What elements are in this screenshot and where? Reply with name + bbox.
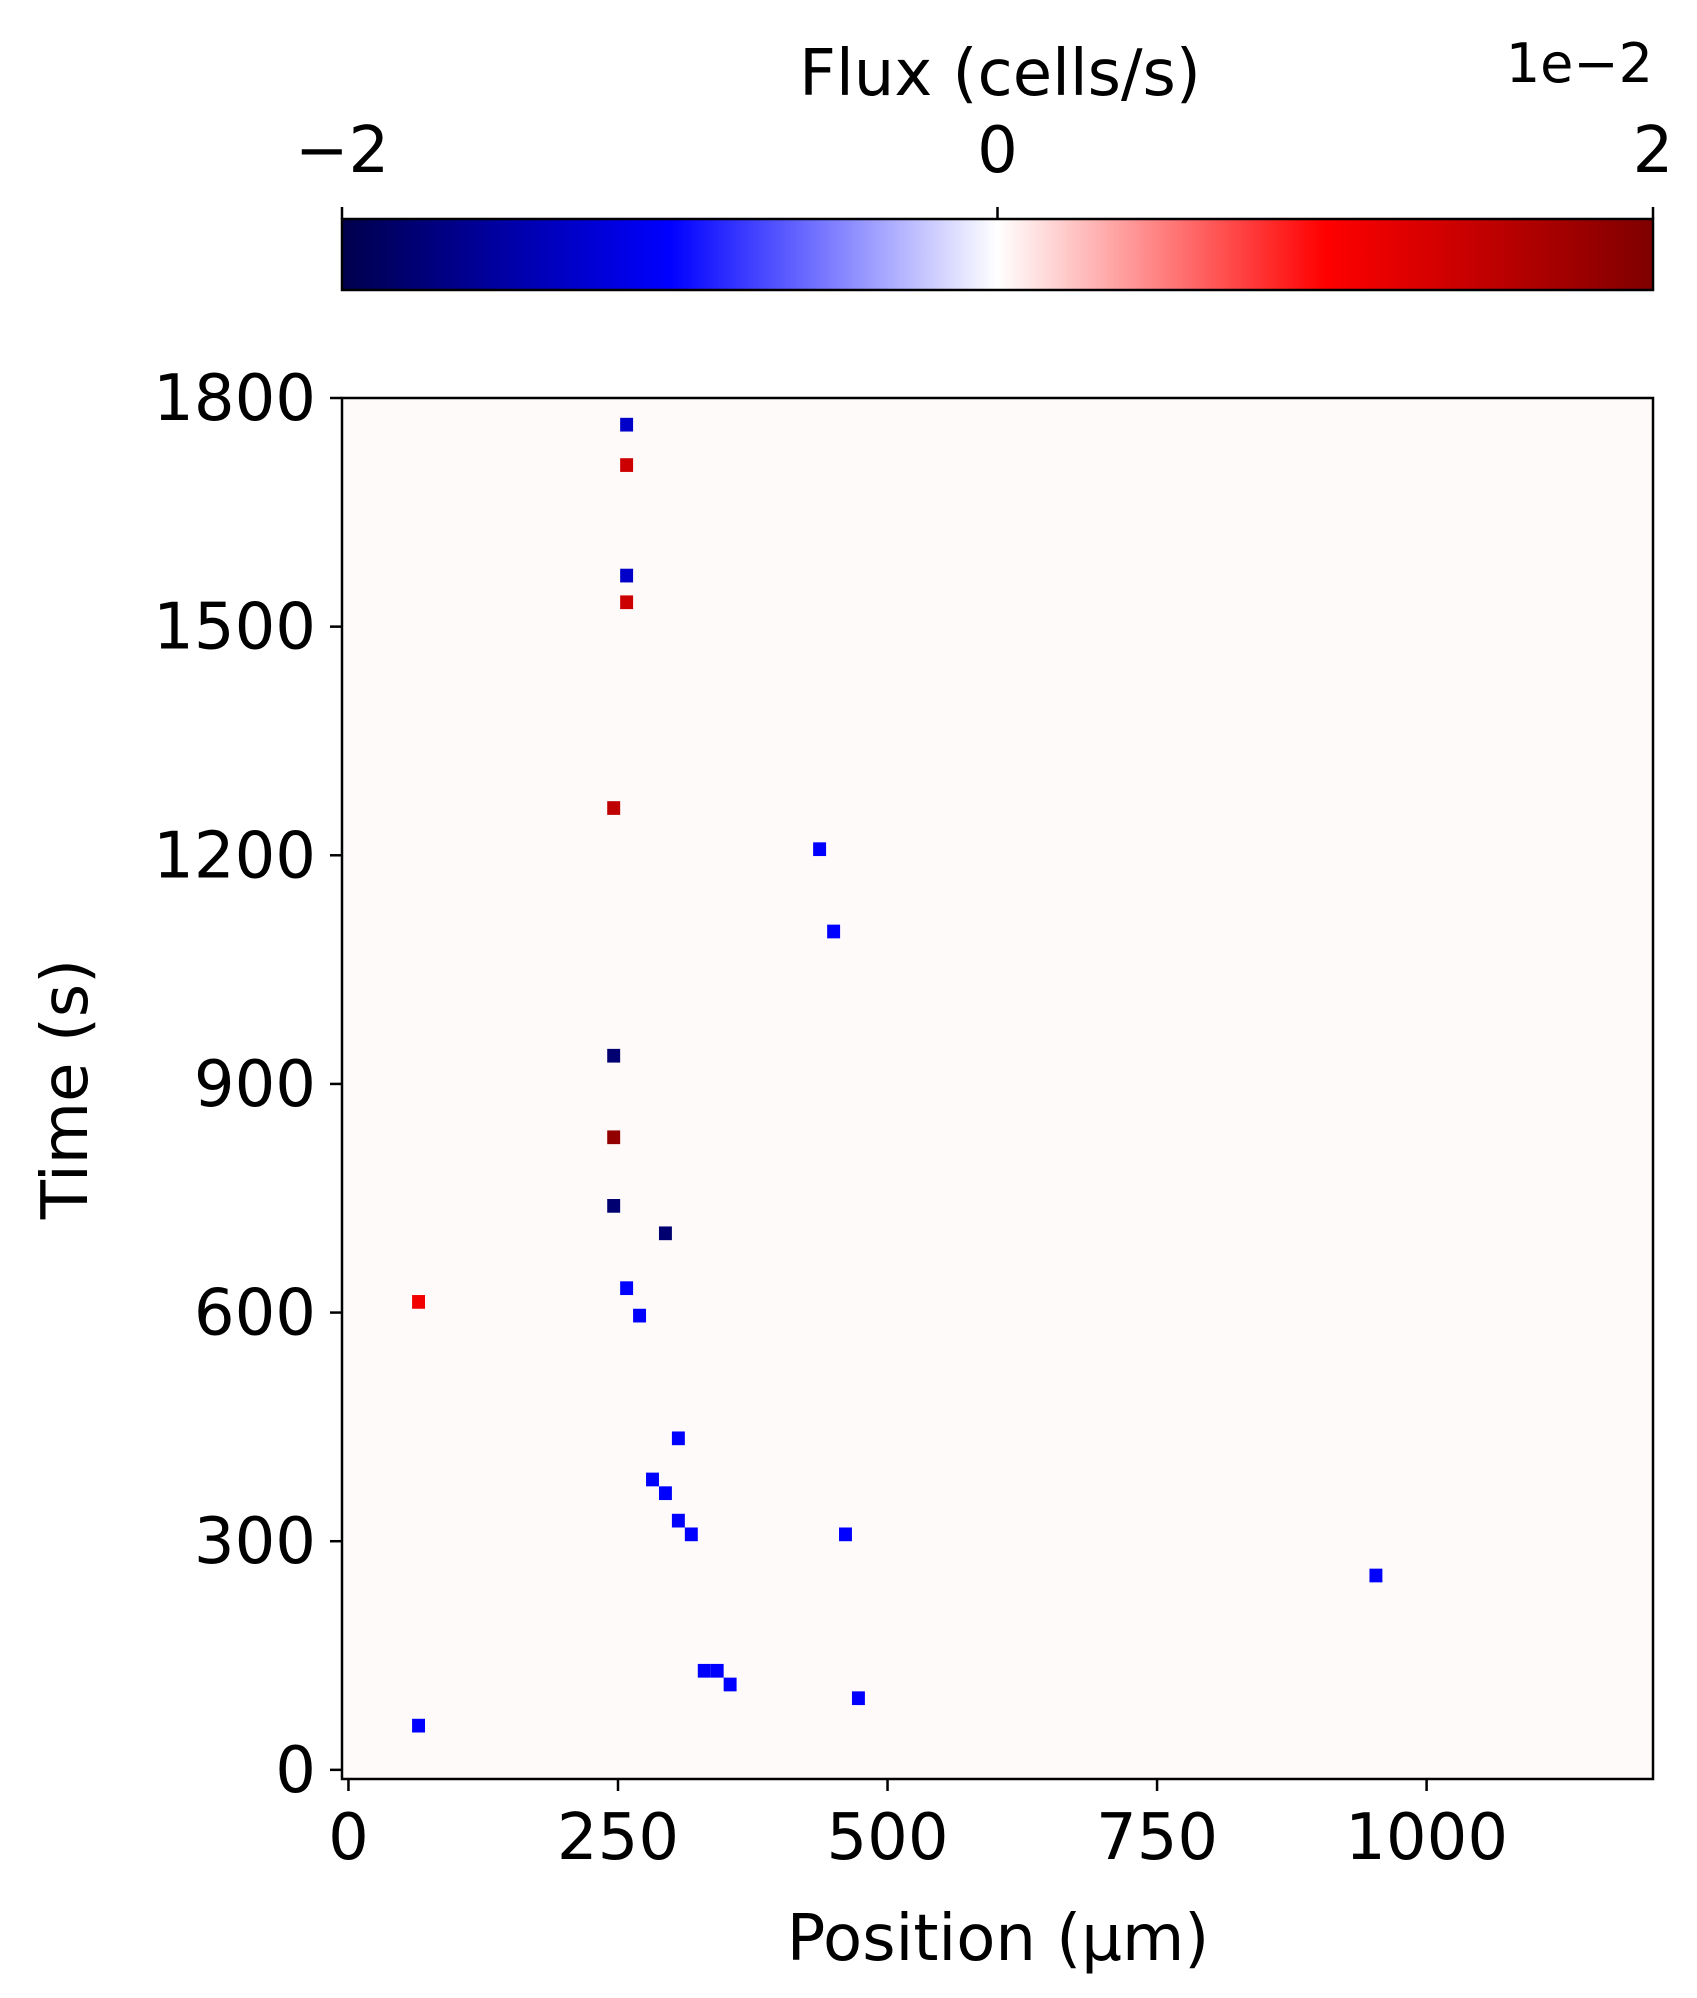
x-tick-label: 750 [1096,1801,1218,1875]
heatmap-cell [607,1048,621,1063]
heatmap-cell [620,417,634,432]
colorbar-tick-label: 2 [1633,114,1674,188]
heatmap-cell [620,568,634,583]
heatmap-cell [671,1513,685,1528]
colorbar-tick-label: −2 [295,114,389,188]
x-axis-label: Position (μm) [787,1902,1210,1976]
x-tick-label: 0 [328,1801,369,1875]
colorbar-title: Flux (cells/s) [799,37,1201,111]
heatmap-cell [697,1663,711,1678]
heatmap-cell [646,1472,659,1487]
heatmap-cell [827,924,841,939]
heatmap-cell [412,1295,426,1309]
heatmap-cell [607,1130,621,1145]
heatmap-cell [620,458,634,472]
plot-frame [340,396,1655,1781]
y-tick-label: 0 [275,1734,316,1808]
y-tick-label: 1200 [153,819,316,893]
x-tick-label: 500 [826,1801,948,1875]
heatmap-cell [620,595,634,610]
heatmap-cell [658,1226,672,1241]
y-axis-label: Time (s) [29,959,103,1220]
heatmap-cell [633,1308,647,1323]
colorbar-gradient [340,217,1655,292]
colorbar: Flux (cells/s) 1e−2 −2 0 2 [295,32,1674,292]
heatmap-cell [684,1527,698,1542]
heatmap-cell [813,842,827,857]
x-tick-label: 1000 [1345,1801,1508,1875]
heatmap-cell [1369,1568,1383,1583]
heatmap-cell [839,1527,852,1542]
y-tick-label: 1800 [153,362,316,436]
colorbar-tick-label: 0 [977,114,1018,188]
heatmap-axes: 0 250 500 750 1000 0 300 600 900 1200 1500 1800 Po… [29,362,1655,1976]
heatmap-cell [620,1281,634,1296]
colorbar-ticks: −2 0 2 [295,114,1674,219]
heatmap-cell [658,1486,672,1501]
heatmap-cell [723,1677,737,1692]
heatmap-cell [412,1718,426,1733]
plot-area [342,398,1653,1779]
heatmap-cell [851,1691,865,1706]
x-tick-label: 250 [557,1801,679,1875]
heatmap-cell [671,1431,685,1446]
heatmap-cell [607,801,621,815]
heatmap-cell [607,1199,621,1213]
y-tick-label: 300 [194,1505,316,1579]
y-tick-label: 600 [194,1277,316,1351]
y-tick-label: 1500 [153,591,316,665]
x-axis-ticks: 0 250 500 750 1000 [328,1779,1508,1875]
y-tick-label: 900 [194,1048,316,1122]
colorbar-scale-label: 1e−2 [1506,32,1653,95]
y-axis-ticks: 0 300 600 900 1200 1500 1800 [153,362,342,1808]
heatmap-cell [710,1663,724,1678]
heatmap-cells [412,417,1383,1733]
